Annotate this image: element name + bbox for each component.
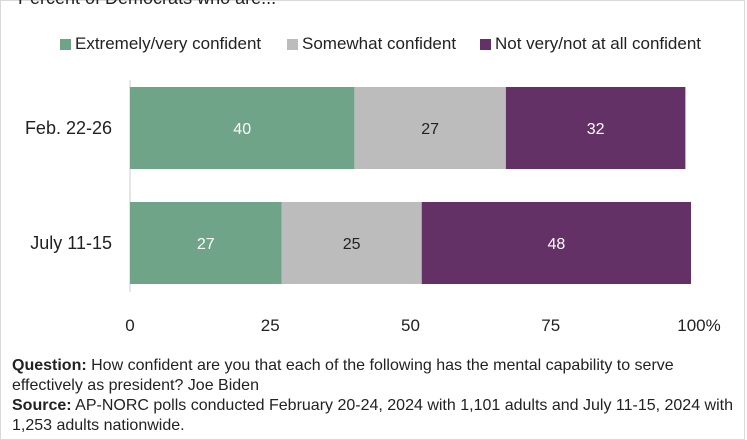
data-label: 32	[587, 121, 605, 138]
bar-segment	[354, 87, 506, 169]
legend-label: Extremely/very confident	[75, 34, 262, 53]
x-tick-label: 75	[541, 316, 560, 335]
source-text: AP-NORC polls conducted February 20-24, …	[12, 397, 733, 434]
chart-subtitle: Percent of Democrats who are...	[18, 0, 276, 9]
legend-label: Not very/not at all confident	[495, 34, 702, 53]
legend-swatch-purple	[480, 38, 491, 50]
legend-swatch-green	[60, 38, 71, 50]
bar-segment	[130, 202, 282, 284]
x-tick-label: 0	[125, 316, 134, 335]
data-label: 48	[547, 236, 565, 253]
data-label: 25	[343, 236, 361, 253]
x-tick-label: 100%	[677, 316, 720, 335]
data-label: 40	[233, 121, 251, 138]
question-label: Question:	[12, 357, 87, 374]
data-label: 27	[197, 236, 215, 253]
x-tick-label: 50	[401, 316, 420, 335]
source-label: Source:	[12, 397, 72, 414]
legend: Extremely/very confident Somewhat confid…	[0, 34, 747, 58]
legend-item-not-very-confident: Not very/not at all confident	[480, 34, 701, 54]
legend-item-extremely-very-confident: Extremely/very confident	[60, 34, 261, 54]
category-label: Feb. 22-26	[25, 118, 112, 138]
category-label: July 11-15	[30, 233, 112, 253]
source-note: Source: AP-NORC polls conducted February…	[12, 396, 737, 436]
bar-segment	[505, 87, 686, 169]
question-note: Question: How confident are you that eac…	[12, 356, 737, 396]
x-tick-label: 25	[261, 316, 280, 335]
legend-item-somewhat-confident: Somewhat confident	[287, 34, 456, 54]
bar-segment	[281, 202, 422, 284]
legend-swatch-gray	[287, 38, 298, 50]
data-label: 27	[421, 121, 439, 138]
chart-footer: Question: How confident are you that eac…	[12, 356, 737, 436]
question-text: How confident are you that each of the f…	[12, 357, 674, 394]
legend-label: Somewhat confident	[302, 34, 457, 53]
bar-segment	[130, 87, 355, 169]
stacked-bar-chart: Feb. 22-26 40 27 32 July 11-15 27 25 48 0 25 50 75 1…	[25, 80, 721, 335]
bar-segment	[421, 202, 691, 284]
